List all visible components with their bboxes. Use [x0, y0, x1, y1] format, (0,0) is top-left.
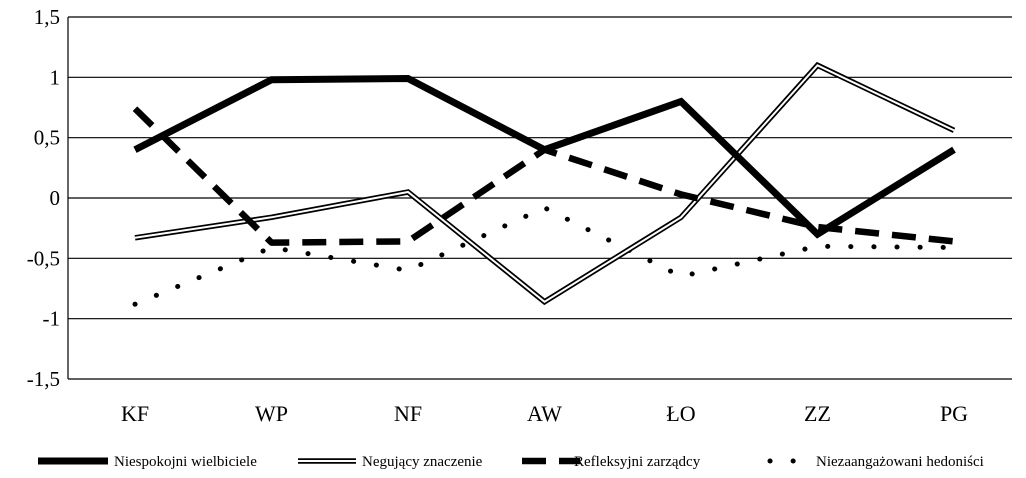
x-axis-tick-labels: KF WP NF AW ŁO ZZ PG	[121, 401, 968, 426]
series-3	[132, 204, 957, 307]
x-tick-label: ŁO	[666, 401, 695, 426]
y-tick-label: -1	[43, 307, 61, 331]
series-line-inner	[134, 64, 955, 304]
x-tick-label: AW	[527, 401, 562, 426]
legend-label: Niespokojni wielbiciele	[114, 454, 257, 470]
series-line-outer	[134, 61, 956, 306]
x-tick-label: WP	[255, 401, 288, 426]
x-tick-label: KF	[121, 401, 149, 426]
series-1	[134, 61, 956, 306]
y-axis-tick-labels: 1,5 1 0,5 0 -0,5 -1 -1,5	[27, 5, 60, 391]
legend-item: Niespokojni wielbiciele	[38, 454, 257, 470]
series-line	[132, 204, 957, 307]
x-tick-label: ZZ	[804, 401, 831, 426]
legend-label: Refleksyjni zarządcy	[574, 454, 701, 470]
x-tick-label: NF	[394, 401, 422, 426]
legend-label: Niezaangażowani hedoniści	[816, 454, 984, 470]
legend-item: Negujący znaczenie	[298, 454, 483, 470]
y-tick-label: 0	[50, 186, 61, 210]
y-tick-label: 1	[50, 65, 61, 89]
series-0	[133, 74, 956, 239]
legend: Niespokojni wielbiciele Negujący znaczeni…	[38, 454, 984, 470]
series-line	[133, 74, 956, 239]
x-tick-label: PG	[940, 401, 968, 426]
series-lines	[132, 61, 957, 307]
y-tick-label: -0,5	[27, 246, 60, 270]
y-tick-label: 0,5	[34, 126, 60, 150]
y-tick-label: 1,5	[34, 5, 60, 29]
legend-label: Negujący znaczenie	[362, 454, 483, 470]
y-tick-label: -1,5	[27, 367, 60, 391]
legend-item: Niezaangażowani hedoniści	[767, 454, 984, 470]
legend-item: Refleksyjni zarządcy	[522, 454, 701, 470]
